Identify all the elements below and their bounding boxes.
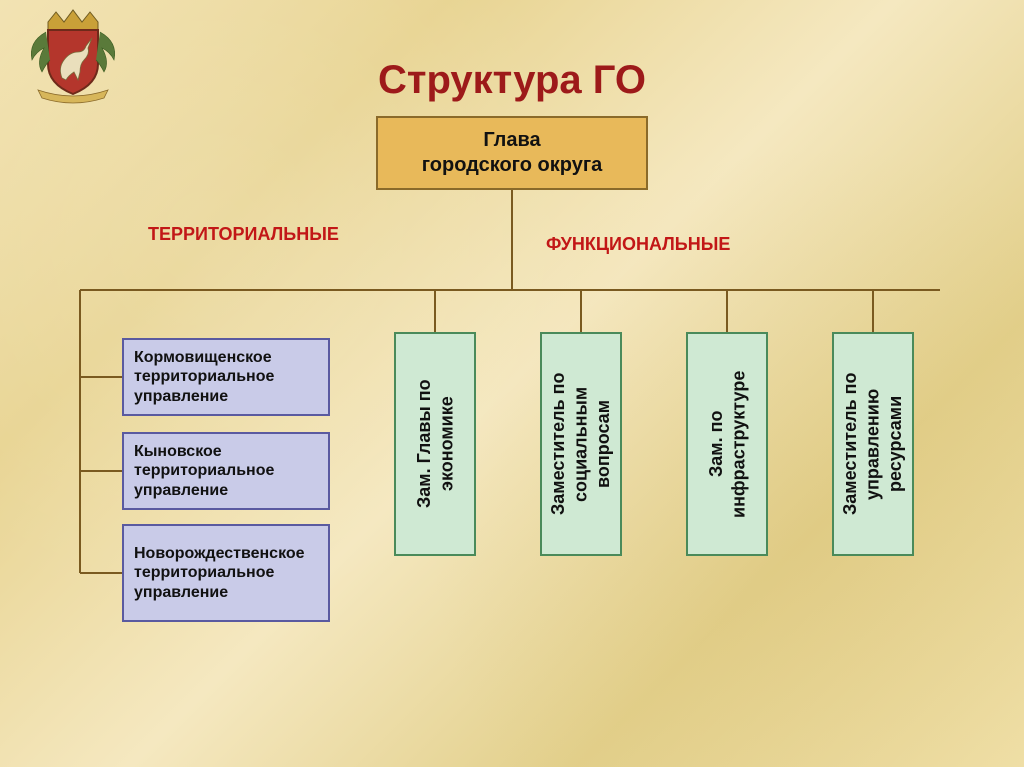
functional-label: ФУНКЦИОНАЛЬНЫЕ bbox=[546, 234, 730, 255]
territorial-label: ТЕРРИТОРИАЛЬНЫЕ bbox=[148, 224, 339, 245]
functional-box-2: Зам. по инфраструктуре bbox=[686, 332, 768, 556]
functional-box-0: Зам. Главы по экономике bbox=[394, 332, 476, 556]
functional-box-3: Заместитель по управлению ресурсами bbox=[832, 332, 914, 556]
crown-icon bbox=[48, 10, 98, 30]
page-title: Структура ГО bbox=[0, 58, 1024, 103]
territorial-box-1: Кыновское территориальное управление bbox=[122, 432, 330, 510]
head-box: Глава городского округа bbox=[376, 116, 648, 190]
territorial-box-0: Кормовищенское территориальное управлени… bbox=[122, 338, 330, 416]
functional-box-1: Заместитель по социальным вопросам bbox=[540, 332, 622, 556]
territorial-box-2: Новорождественское территориальное управ… bbox=[122, 524, 330, 622]
